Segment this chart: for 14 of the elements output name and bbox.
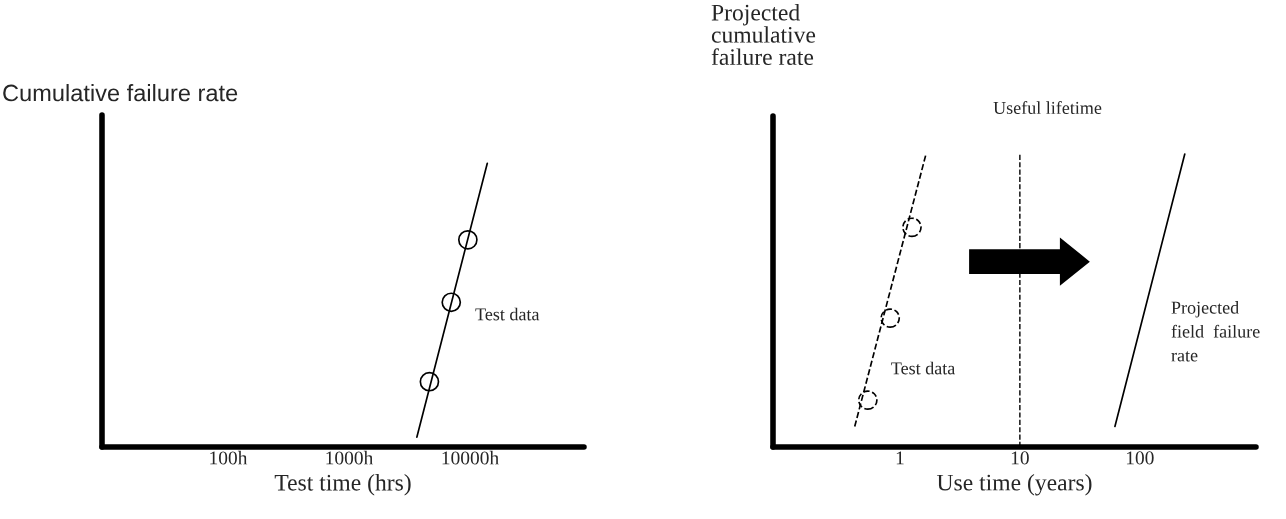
ref-line-label: Useful lifetime <box>993 101 1102 114</box>
x-tick-label: 100h <box>210 450 248 465</box>
y-axis-title: Projected cumulative failure rate <box>711 4 816 66</box>
x-tick-label: 100 <box>1126 451 1154 465</box>
annotation: Test data <box>891 361 956 375</box>
x-tick-label: 1 <box>896 451 904 465</box>
x-tick-label: 10000h <box>442 450 499 465</box>
x-tick-label: 1000h <box>326 450 374 465</box>
y-axis-title: Cumulative failure rate <box>3 84 238 102</box>
x-tick-label: 10 <box>1011 451 1029 465</box>
x-axis-title: Test time (hrs) <box>274 474 411 496</box>
annotation: Projected field failure rate <box>1171 301 1260 362</box>
annotation: Test data <box>475 307 540 321</box>
x-axis-title: Use time (years) <box>936 473 1092 496</box>
